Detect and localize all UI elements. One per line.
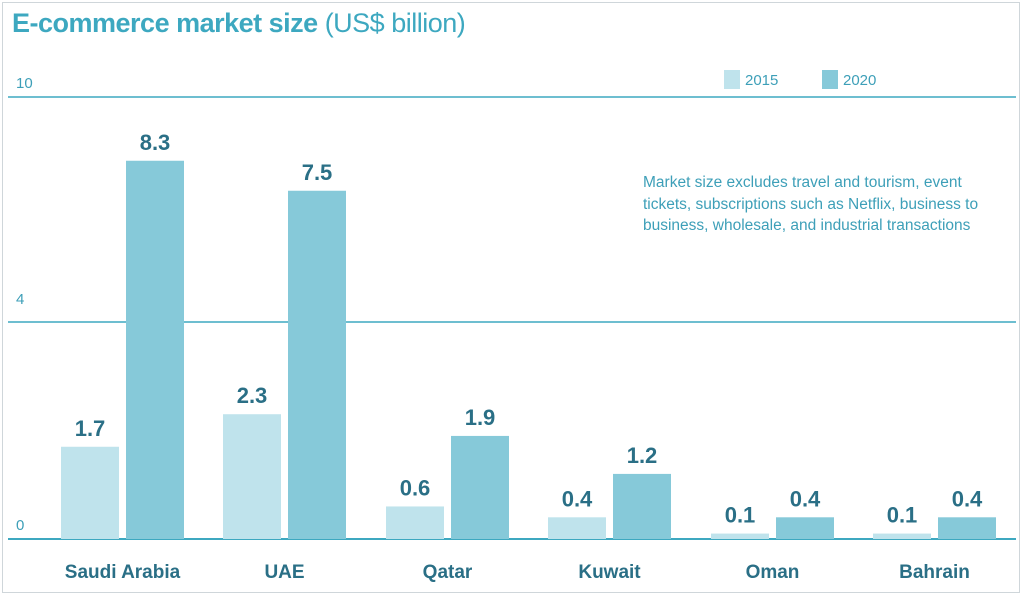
data-label-saudi-arabia-2020: 8.3 [140,130,171,155]
category-label-bahrain: Bahrain [899,562,970,583]
legend-swatch-2020 [822,70,838,89]
bar-qatar-2020 [451,435,509,539]
chart-note: Market size excludes travel and tourism,… [643,174,979,234]
legend-label-2020: 2020 [843,72,876,89]
y-tick-label-0: 0 [16,517,24,534]
bar-saudi-arabia-2015 [61,446,119,539]
chart-title-unit: (US$ billion) [324,8,466,38]
bar-bahrain-2020 [938,517,996,539]
bar-kuwait-2020 [613,473,671,539]
data-label-qatar-2020: 1.9 [465,405,496,430]
category-label-qatar: Qatar [423,562,473,583]
category-label-kuwait: Kuwait [578,562,641,583]
bar-uae-2020 [288,190,346,539]
bar-uae-2015 [223,414,281,539]
data-label-bahrain-2020: 0.4 [952,486,983,511]
y-tick-label-10: 10 [16,75,33,92]
bar-bahrain-2015 [873,533,931,539]
category-label-uae: UAE [264,562,304,583]
legend-swatch-2015 [724,70,740,89]
legend-label-2015: 2015 [745,72,778,89]
data-label-qatar-2015: 0.6 [400,475,431,500]
bar-saudi-arabia-2020 [126,160,184,539]
bar-qatar-2015 [386,506,444,539]
data-label-bahrain-2015: 0.1 [887,503,918,528]
bar-kuwait-2015 [548,517,606,539]
category-label-saudi-arabia: Saudi Arabia [65,562,181,583]
data-label-oman-2020: 0.4 [790,486,821,511]
y-tick-label-4: 4 [16,291,24,308]
chart-title: E-commerce market size (US$ billion) [12,8,466,39]
chart-title-main: E-commerce market size [12,8,318,38]
data-label-kuwait-2015: 0.4 [562,486,593,511]
data-label-uae-2015: 2.3 [237,383,268,408]
bar-oman-2020 [776,517,834,539]
bar-oman-2015 [711,533,769,539]
data-label-saudi-arabia-2015: 1.7 [75,416,106,441]
data-label-oman-2015: 0.1 [725,503,756,528]
data-label-uae-2020: 7.5 [302,160,333,185]
category-label-oman: Oman [746,562,800,583]
data-label-kuwait-2020: 1.2 [627,443,658,468]
